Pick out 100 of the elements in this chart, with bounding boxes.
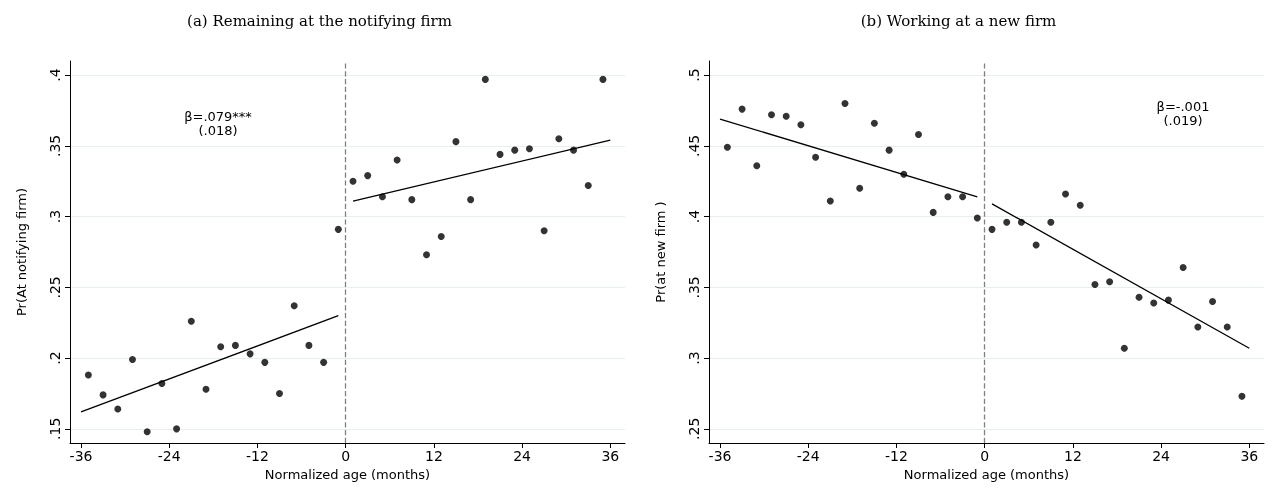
y-axis-title: Pr(at new firm ) xyxy=(653,201,668,303)
point xyxy=(187,317,195,325)
point xyxy=(1150,299,1158,307)
point xyxy=(481,75,489,83)
x-tick-label: -36 xyxy=(708,448,732,464)
point xyxy=(143,428,151,436)
point xyxy=(870,119,878,127)
x-tick-label: -36 xyxy=(69,448,93,464)
point xyxy=(114,405,122,413)
point xyxy=(1003,218,1011,226)
point xyxy=(525,145,533,153)
x-tick-label: 0 xyxy=(341,448,351,464)
point xyxy=(1120,344,1128,352)
point xyxy=(782,112,790,120)
x-tick-label: 24 xyxy=(1152,448,1171,464)
x-tick-label: -24 xyxy=(157,448,181,464)
annotation: β=-.001 xyxy=(1156,99,1210,114)
y-tick-label: .35 xyxy=(47,134,63,158)
point xyxy=(767,111,775,119)
y-tick-label: .35 xyxy=(686,276,702,299)
point xyxy=(900,170,908,178)
point xyxy=(959,193,967,201)
point xyxy=(1209,298,1217,306)
point xyxy=(320,358,328,366)
x-axis-title: Normalized age (months) xyxy=(903,466,1070,482)
y-axis-title: Pr(At notifying firm) xyxy=(14,187,29,317)
point xyxy=(217,343,225,351)
point xyxy=(826,197,834,205)
point xyxy=(753,162,761,170)
y-tick-label: .4 xyxy=(686,209,702,224)
point xyxy=(1238,392,1246,400)
point xyxy=(511,146,519,154)
y-tick-label: .4 xyxy=(47,68,63,82)
point xyxy=(334,225,342,233)
x-tick-label: -12 xyxy=(246,448,269,464)
annotation: (.018) xyxy=(198,123,238,138)
y-tick-label: .2 xyxy=(47,351,63,365)
point xyxy=(723,143,731,151)
chart-title: (b) Working at a new firm xyxy=(860,11,1057,30)
point xyxy=(856,184,864,192)
x-tick-label: -12 xyxy=(885,448,908,464)
point xyxy=(1106,278,1114,286)
point xyxy=(408,196,416,204)
point xyxy=(1047,218,1055,226)
point xyxy=(812,153,820,161)
point xyxy=(128,356,136,364)
point xyxy=(364,172,372,180)
x-axis-title: Normalized age (months) xyxy=(264,466,431,482)
y-tick-label: .25 xyxy=(47,276,63,299)
point xyxy=(915,131,922,139)
point xyxy=(1179,264,1187,272)
point xyxy=(261,358,269,366)
point xyxy=(584,182,592,189)
point xyxy=(599,75,607,83)
point xyxy=(555,135,563,143)
point xyxy=(1194,323,1202,331)
y-tick-label: .3 xyxy=(47,209,63,224)
x-tick-label: 12 xyxy=(1063,448,1082,464)
annotation: β=.079*** xyxy=(184,109,253,124)
point xyxy=(452,138,460,146)
y-tick-label: .25 xyxy=(686,417,702,440)
x-tick-label: 12 xyxy=(424,448,443,464)
chart-title: (a) Remaining at the notifying firm xyxy=(187,11,452,30)
point xyxy=(496,150,504,158)
point xyxy=(797,121,805,129)
point xyxy=(540,227,548,235)
point xyxy=(1164,296,1172,304)
point xyxy=(929,208,937,216)
point xyxy=(305,341,313,349)
x-tick-label: 36 xyxy=(601,448,620,464)
point xyxy=(1091,281,1099,289)
y-tick-label: .15 xyxy=(47,417,63,440)
point xyxy=(231,341,239,349)
point xyxy=(1076,201,1084,209)
point xyxy=(988,225,996,233)
point xyxy=(158,380,166,388)
y-tick-label: .3 xyxy=(686,351,702,365)
point xyxy=(290,302,298,310)
x-tick-label: 24 xyxy=(513,448,532,464)
point xyxy=(84,371,92,379)
point xyxy=(944,193,952,201)
x-tick-label: -24 xyxy=(796,448,820,464)
point xyxy=(437,232,445,240)
point xyxy=(1223,323,1231,331)
point xyxy=(378,193,386,201)
y-tick-label: .45 xyxy=(686,134,702,158)
point xyxy=(1017,218,1025,226)
point xyxy=(973,214,981,222)
point xyxy=(276,389,283,397)
point xyxy=(423,251,431,259)
point xyxy=(173,425,181,433)
point xyxy=(1135,293,1143,301)
x-tick-label: 36 xyxy=(1240,448,1259,464)
x-tick-label: 0 xyxy=(980,448,990,464)
point xyxy=(570,146,578,154)
point xyxy=(841,99,849,107)
point xyxy=(1062,190,1070,198)
point xyxy=(467,196,475,204)
y-tick-label: .5 xyxy=(686,68,702,82)
point xyxy=(885,146,893,154)
